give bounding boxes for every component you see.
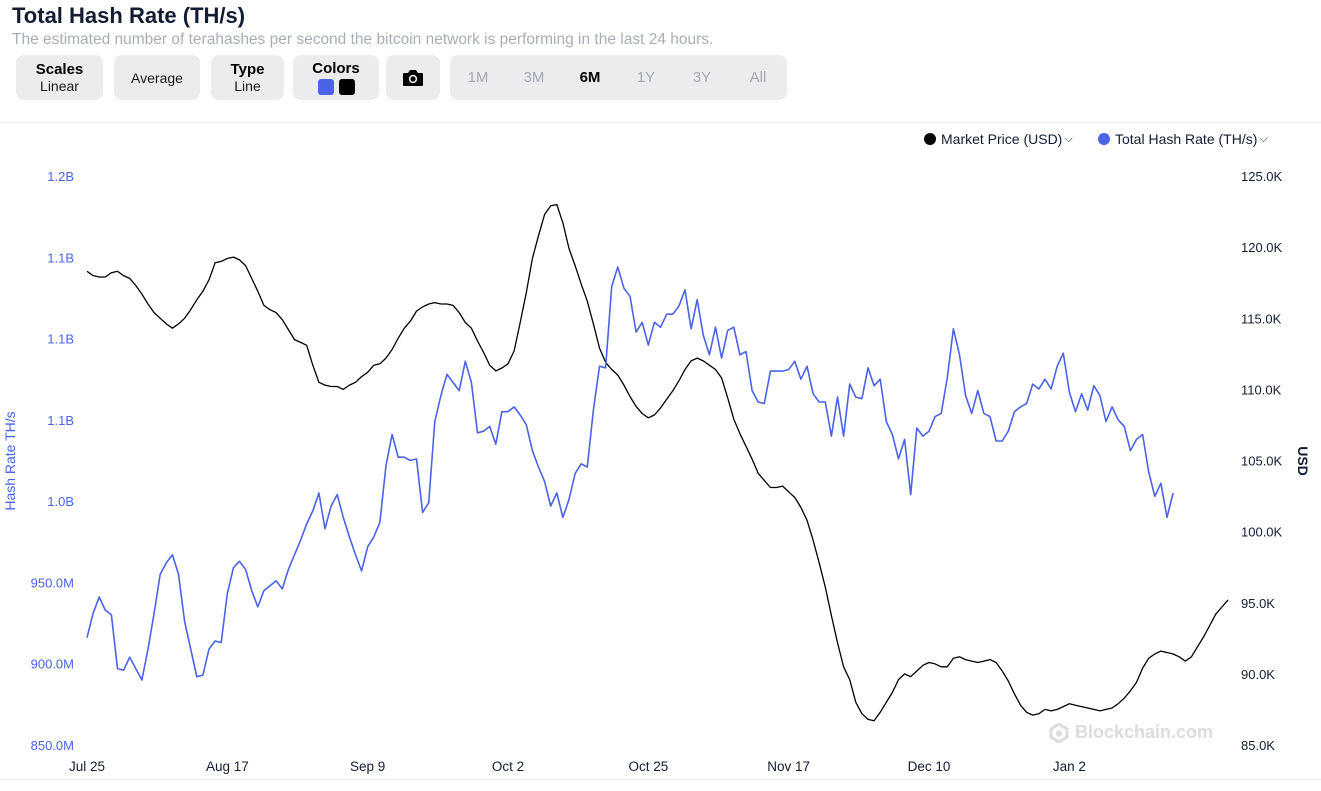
y-left-tick-label: 900.0M [31,657,74,672]
y-left-tick-label: 950.0M [31,575,74,590]
chevron-down-icon: ⌵ [1064,132,1073,145]
y-left-tick-label: 1.1B [47,250,74,265]
legend-dot-price [924,133,936,145]
range-button-all[interactable]: All [749,69,767,86]
legend-item-market-price[interactable]: Market Price (USD) ⌵ [924,131,1073,147]
footer-divider [0,779,1321,780]
x-tick-label: Aug 17 [206,759,249,774]
y-right-axis-title: USD [1295,446,1311,476]
y-right-tick-label: 125.0K [1241,169,1283,184]
legend-label-price: Market Price (USD) [941,131,1063,147]
header-divider [0,122,1321,123]
color-swatches [317,79,355,95]
colors-button[interactable]: Colors [293,55,379,100]
x-tick-label: Jan 2 [1053,759,1086,774]
scales-value: Linear [40,77,79,94]
legend-item-hash-rate[interactable]: Total Hash Rate (TH/s) ⌵ [1098,131,1268,147]
y-right-tick-label: 85.0K [1241,738,1275,753]
y-left-tick-label: 1.1B [47,332,74,347]
chevron-down-icon: ⌵ [1259,132,1268,145]
color-swatch-price[interactable] [338,79,355,95]
x-tick-label: Oct 25 [628,759,668,774]
watermark: Blockchain.com [1049,722,1213,743]
x-tick-label: Oct 2 [492,759,524,774]
blockchain-logo-icon [1049,722,1069,743]
x-tick-label: Dec 10 [908,759,951,774]
y-right-tick-label: 95.0K [1241,596,1275,611]
range-button-6m[interactable]: 6M [579,69,601,86]
range-button-1y[interactable]: 1Y [636,69,656,86]
y-left-tick-label: 850.0M [31,738,74,753]
range-button-3y[interactable]: 3Y [692,69,712,86]
watermark-text: Blockchain.com [1075,722,1214,742]
color-swatch-hash[interactable] [317,79,334,95]
x-tick-label: Jul 25 [69,759,105,774]
y-left-tick-label: 1.2B [47,169,74,184]
chart-title: Total Hash Rate (TH/s) [12,3,246,28]
y-right-tick-label: 90.0K [1241,667,1275,682]
type-label: Type [230,60,265,78]
scales-button[interactable]: Scales Linear [16,55,103,100]
colors-label: Colors [312,60,360,77]
hash-rate-line [86,266,1174,681]
x-tick-label: Nov 17 [767,759,810,774]
y-right-tick-label: 105.0K [1241,454,1283,469]
market-price-line [86,203,1229,722]
x-tick-label: Sep 9 [350,759,385,774]
camera-icon [403,69,423,86]
type-value: Line [234,77,261,94]
range-button-3m[interactable]: 3M [523,69,545,86]
legend-label-hash: Total Hash Rate (TH/s) [1115,131,1258,147]
chart-subtitle: The estimated number of terahashes per s… [12,31,714,48]
average-button[interactable]: Average [114,55,200,100]
average-label: Average [131,69,183,86]
time-range-selector: 1M 3M 6M 1Y 3Y All [450,55,787,100]
y-right-tick-label: 120.0K [1241,240,1283,255]
y-right-tick-label: 100.0K [1241,525,1283,540]
type-button[interactable]: Type Line [211,55,284,100]
y-left-axis-title: Hash Rate TH/s [2,411,18,510]
y-left-tick-label: 1.1B [47,413,74,428]
y-left-tick-label: 1.0B [47,494,74,509]
y-right-tick-label: 110.0K [1241,382,1282,397]
y-right-tick-label: 115.0K [1241,311,1282,326]
legend-dot-hash [1098,133,1110,145]
range-button-1m[interactable]: 1M [467,69,489,86]
scales-label: Scales [35,60,84,78]
screenshot-button[interactable] [386,55,440,100]
